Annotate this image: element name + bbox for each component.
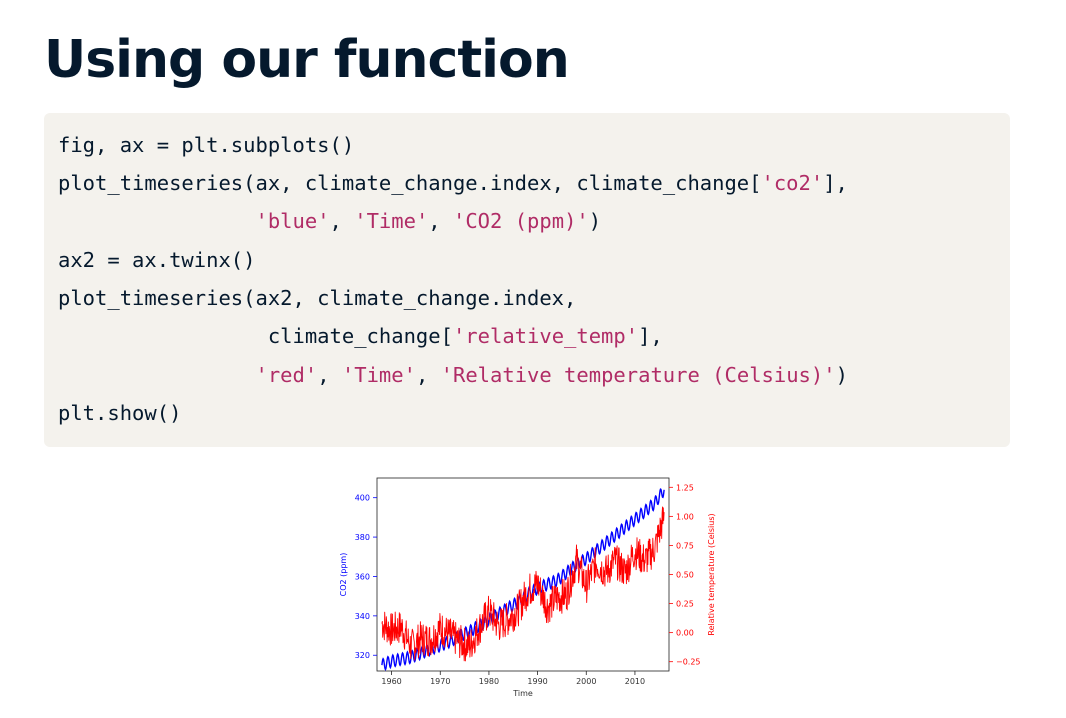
left-y-tick-label: 360 [355, 572, 370, 581]
right-y-tick-label: 0.25 [676, 600, 694, 609]
code-token: ], [823, 171, 848, 195]
code-line: 'red', 'Time', 'Relative temperature (Ce… [58, 363, 848, 387]
page-title: Using our function [44, 30, 570, 90]
code-line: plt.show() [58, 401, 181, 425]
code-token: , [415, 363, 441, 387]
right-y-axis-label: Relative temperature (Celsius) [707, 513, 716, 635]
left-y-tick-label: 400 [355, 494, 370, 503]
code-token [58, 363, 255, 387]
right-y-tick-label: −0.25 [676, 658, 701, 667]
code-line: fig, ax = plt.subplots() [58, 133, 354, 157]
code-string-token: 'Relative temperature (Celsius)' [440, 363, 836, 387]
code-string-token: 'Time' [354, 209, 429, 233]
x-tick-label: 1980 [479, 677, 499, 686]
x-axis-label: Time [512, 689, 533, 698]
code-token: climate_change[ [58, 324, 453, 348]
left-y-tick-label: 380 [355, 533, 370, 542]
code-token: plot_timeseries(ax2, climate_change.inde… [58, 286, 577, 310]
code-block: fig, ax = plt.subplots() plot_timeseries(… [44, 113, 1010, 447]
code-token: ) [835, 363, 848, 387]
left-y-axis-label: CO2 (ppm) [339, 553, 348, 597]
code-token [58, 209, 255, 233]
right-y-tick-label: 0.75 [676, 541, 694, 550]
chart-figure: 1960 1970 1980 1990 2000 2010 320 340 360 380 400 −… [330, 470, 730, 710]
x-tick-label: 2010 [625, 677, 645, 686]
x-tick-label: 1960 [381, 677, 401, 686]
code-token: ax2 = ax.twinx() [58, 248, 256, 272]
code-line: ax2 = ax.twinx() [58, 248, 255, 272]
code-line: plot_timeseries(ax, climate_change.index… [58, 171, 848, 195]
code-token: ) [588, 209, 602, 233]
temperature-series-line [381, 506, 665, 662]
code-string-token: 'CO2 (ppm)' [452, 209, 589, 233]
code-line: plot_timeseries(ax2, climate_change.inde… [58, 286, 576, 310]
code-token: , [428, 209, 453, 233]
code-line: 'blue', 'Time', 'CO2 (ppm)') [58, 209, 601, 233]
code-string-token: 'blue' [255, 209, 330, 233]
code-string-token: 'relative_temp' [452, 324, 639, 348]
code-token: plt.show() [58, 401, 182, 425]
x-tick-label: 1990 [527, 677, 547, 686]
code-token: , [329, 209, 355, 233]
right-y-tick-label: 0.50 [676, 571, 694, 580]
plot-area [376, 477, 670, 672]
twin-axis-line-chart: 1960 1970 1980 1990 2000 2010 320 340 360 380 400 −… [339, 477, 716, 698]
code-string-token: 'Time' [341, 363, 416, 387]
code-line: climate_change['relative_temp'], [58, 324, 663, 348]
code-token: ], [638, 324, 663, 348]
code-string-token: 'co2' [761, 171, 824, 195]
left-y-tick-label: 340 [355, 612, 370, 621]
code-string-token: 'red' [255, 363, 318, 387]
code-token: fig, ax = plt.subplots() [58, 133, 355, 157]
code-token: plot_timeseries(ax, climate_change.index… [58, 171, 762, 195]
right-y-tick-label: 1.00 [676, 512, 694, 521]
code-token: , [317, 363, 342, 387]
x-tick-label: 1970 [430, 677, 450, 686]
right-y-tick-label: 0.00 [676, 629, 694, 638]
x-tick-label: 2000 [576, 677, 596, 686]
left-y-tick-label: 320 [355, 651, 370, 660]
right-y-tick-label: 1.25 [676, 483, 694, 492]
